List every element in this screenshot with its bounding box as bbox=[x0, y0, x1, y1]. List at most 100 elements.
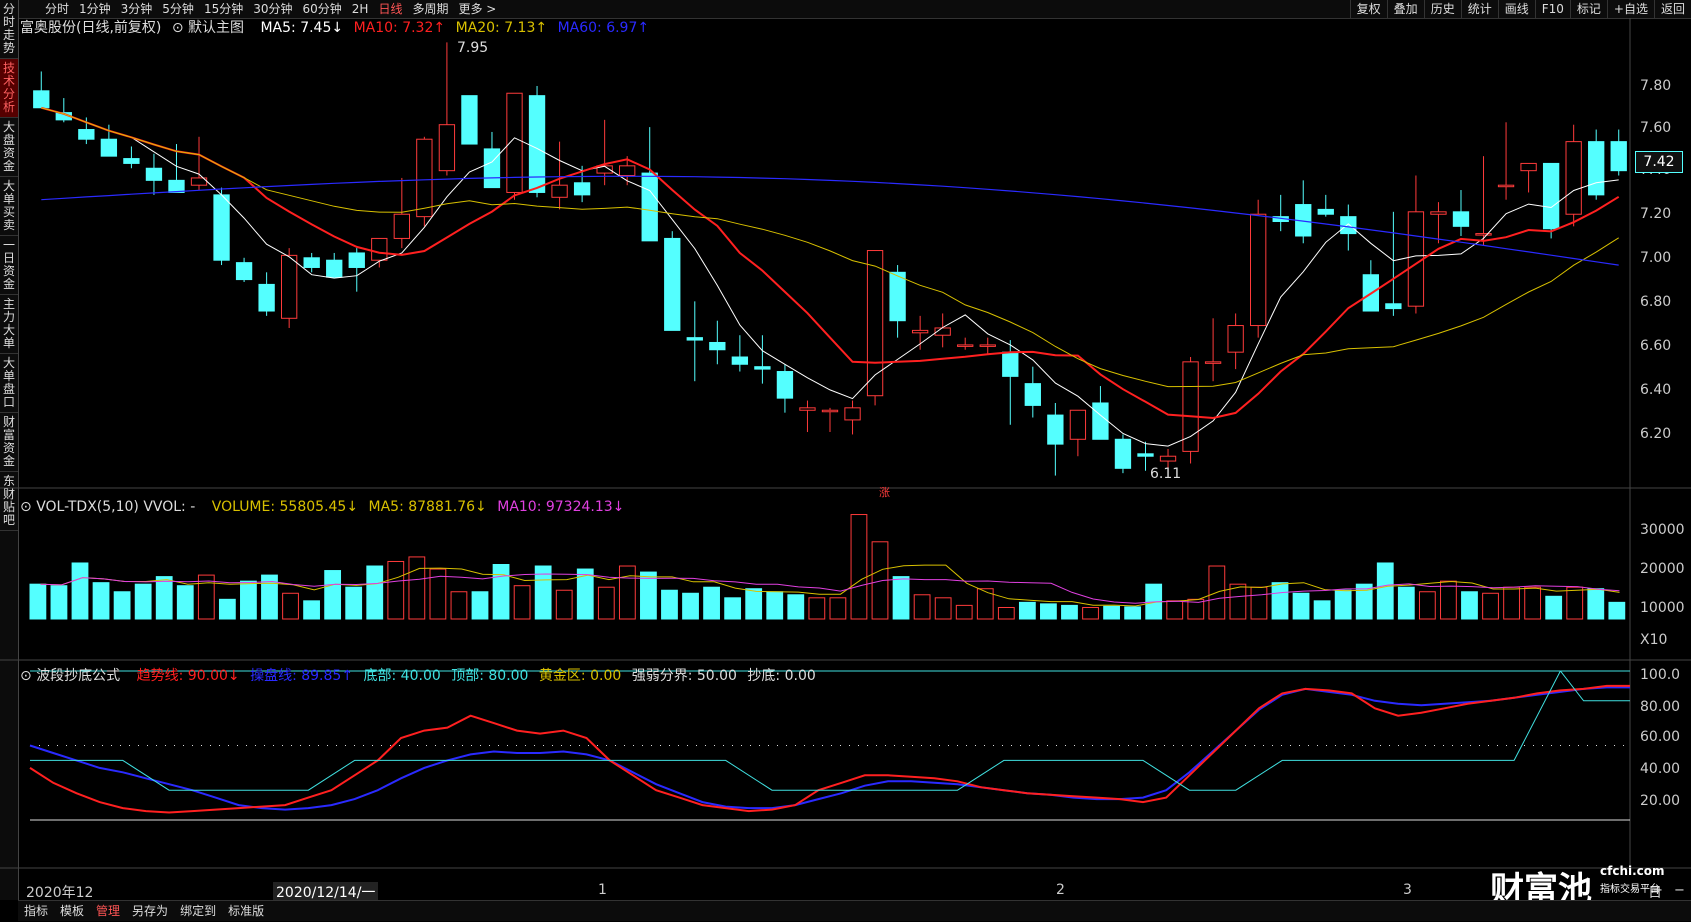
zoom-out-button[interactable]: − bbox=[1674, 883, 1685, 898]
ma60-label: MA60: 6.97↑ bbox=[557, 20, 650, 36]
volume-bar bbox=[1124, 606, 1142, 620]
candle-body bbox=[371, 237, 388, 261]
tool-button-4[interactable]: 画线 bbox=[1497, 0, 1535, 18]
sidebar-item-2[interactable]: 大盘资金 bbox=[0, 118, 18, 177]
tool-button-2[interactable]: 历史 bbox=[1423, 0, 1461, 18]
ma20-line bbox=[41, 107, 1619, 388]
period-tab-3[interactable]: 5分钟 bbox=[162, 2, 194, 16]
price-tick-6: 6.60 bbox=[1640, 338, 1672, 354]
volume-bar bbox=[1271, 582, 1289, 620]
bottom-tab-4[interactable]: 绑定到 bbox=[180, 904, 217, 918]
candle-body bbox=[1024, 383, 1041, 406]
top-cyan-line bbox=[30, 670, 1630, 702]
indicator-name[interactable]: ⊙ 波段抄底公式 bbox=[20, 668, 121, 684]
candle-body bbox=[100, 138, 118, 157]
volume-bar bbox=[1482, 592, 1499, 620]
sidebar-item-5[interactable]: 主力大单 bbox=[0, 295, 18, 354]
tool-button-1[interactable]: 叠加 bbox=[1386, 0, 1424, 18]
bottom-tab-0[interactable]: 指标 bbox=[24, 904, 49, 918]
bottom-tab-5[interactable]: 标准版 bbox=[228, 904, 265, 918]
candle-body bbox=[1159, 455, 1177, 462]
tool-button-5[interactable]: F10 bbox=[1534, 0, 1570, 18]
volume-bar bbox=[955, 604, 973, 620]
volume-bars bbox=[29, 514, 1626, 620]
volume-bar bbox=[113, 591, 131, 620]
sidebar-item-4[interactable]: 一日资金 bbox=[0, 236, 18, 295]
sidebar-item-8[interactable]: 东财贴吧 bbox=[0, 472, 18, 531]
period-tab-0[interactable]: 分时 bbox=[45, 2, 70, 16]
vol-ma10-label: MA10: 97324.13↓ bbox=[497, 499, 625, 515]
candle-body bbox=[1542, 162, 1560, 230]
volume-bar bbox=[408, 556, 426, 620]
period-tab-9[interactable]: 多周期 bbox=[412, 2, 449, 16]
volume-bar bbox=[829, 597, 847, 620]
period-tab-8[interactable]: 日线 bbox=[378, 2, 403, 16]
period-tab-10[interactable]: 更多 > bbox=[458, 2, 497, 16]
stock-title[interactable]: 富奥股份(日线,前复权) bbox=[20, 20, 162, 36]
vol-tick-0: 30000 bbox=[1640, 522, 1685, 538]
ma5-label: MA5: 7.45↓ bbox=[260, 20, 344, 36]
volume-bar bbox=[1334, 589, 1352, 620]
tool-button-3[interactable]: 统计 bbox=[1460, 0, 1498, 18]
sidebar-item-1[interactable]: 技术分析 bbox=[0, 59, 18, 118]
candle-body bbox=[258, 283, 275, 312]
candle-body bbox=[573, 182, 591, 196]
template-dropdown[interactable]: ⊙ 默认主图 bbox=[171, 20, 245, 36]
period-tab-2[interactable]: 3分钟 bbox=[120, 2, 153, 16]
volume-bar bbox=[155, 576, 173, 620]
candle-body bbox=[33, 90, 50, 109]
sidebar-item-3[interactable]: 大单买卖 bbox=[0, 177, 18, 236]
candle-body bbox=[1317, 208, 1334, 215]
volume-bar bbox=[29, 583, 47, 620]
candle-body bbox=[393, 213, 410, 239]
candle-body bbox=[1520, 162, 1537, 172]
grid bbox=[0, 18, 1691, 869]
trend-line-label: 趋势线: 90.00↓ bbox=[136, 668, 240, 684]
candle-body bbox=[844, 407, 861, 421]
bottom-tab-3[interactable]: 另存为 bbox=[132, 904, 169, 918]
sidebar-item-0[interactable]: 分时走势 bbox=[0, 0, 18, 59]
volume-bar bbox=[513, 585, 531, 620]
volume-bar bbox=[1566, 586, 1584, 620]
tool-button-8[interactable]: 返回 bbox=[1653, 0, 1691, 18]
period-tab-6[interactable]: 60分钟 bbox=[302, 2, 342, 16]
bottom-tab-1[interactable]: 模板 bbox=[60, 904, 85, 918]
ma5-line bbox=[41, 107, 1619, 447]
candle-body bbox=[348, 252, 365, 268]
sidebar-item-6[interactable]: 大单盘口 bbox=[0, 354, 18, 413]
candle-body bbox=[235, 262, 253, 281]
price-tick-1: 7.60 bbox=[1640, 120, 1672, 136]
zoom-in-button[interactable]: + bbox=[1652, 883, 1663, 898]
candle-body bbox=[1114, 438, 1132, 469]
bottom-label: 底部: 40.00 bbox=[363, 668, 441, 684]
candle-body bbox=[1204, 361, 1222, 364]
volume-bar bbox=[724, 597, 742, 620]
logo-slogan: 指标交易平台 bbox=[1600, 884, 1660, 895]
candle-body bbox=[416, 138, 433, 218]
ma10-line bbox=[41, 106, 1620, 420]
candle-body bbox=[1407, 211, 1425, 307]
candle-body bbox=[1588, 141, 1605, 196]
volume-bar bbox=[1418, 591, 1436, 620]
tool-button-7[interactable]: +自选 bbox=[1606, 0, 1654, 18]
volume-bar bbox=[197, 574, 215, 620]
ma20-label: MA20: 7.13↑ bbox=[455, 20, 548, 36]
period-tab-4[interactable]: 15分钟 bbox=[203, 2, 244, 16]
sidebar-item-7[interactable]: 财富资金 bbox=[0, 413, 18, 472]
tool-button-0[interactable]: 复权 bbox=[1349, 0, 1387, 18]
bottom-tab-2[interactable]: 管理 bbox=[96, 904, 121, 918]
vol-tick-3: X10 bbox=[1640, 632, 1668, 648]
date-label-3: 1 bbox=[598, 882, 607, 898]
period-tab-1[interactable]: 1分钟 bbox=[79, 2, 111, 16]
volume-bar bbox=[745, 588, 763, 620]
period-tab-5[interactable]: 30分钟 bbox=[253, 2, 293, 16]
period-tab-7[interactable]: 2H bbox=[351, 2, 369, 16]
volume-indicator-name[interactable]: ⊙ VOL-TDX(5,10) VVOL: - bbox=[20, 499, 196, 515]
tool-button-6[interactable]: 标记 bbox=[1569, 0, 1607, 18]
low-price-label: 6.11 bbox=[1150, 466, 1182, 482]
volume-bar bbox=[1061, 604, 1078, 620]
candle-body bbox=[551, 184, 568, 198]
volume-value: VOLUME: 55805.45↓ bbox=[211, 499, 359, 515]
volume-bar bbox=[1166, 600, 1184, 620]
